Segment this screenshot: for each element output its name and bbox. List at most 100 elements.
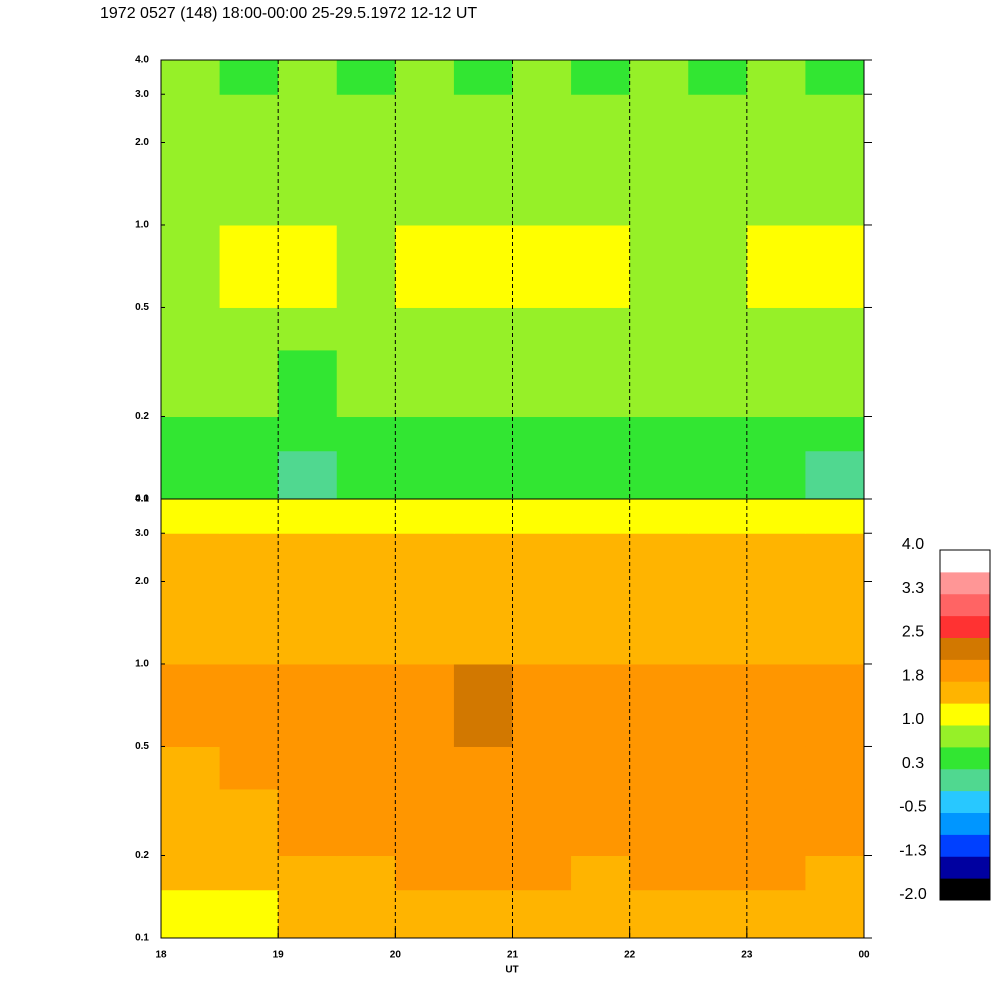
heatmap-cell bbox=[805, 746, 865, 790]
colorbar-band bbox=[940, 571, 990, 595]
heatmap-cell bbox=[629, 533, 689, 582]
y-tick-label: 0.5 bbox=[135, 741, 149, 752]
heatmap-cell bbox=[688, 788, 748, 857]
heatmap-cell bbox=[629, 142, 689, 226]
heatmap-cell bbox=[746, 60, 806, 95]
heatmap-cell bbox=[161, 855, 221, 891]
heatmap-cell bbox=[336, 60, 396, 95]
heatmap-cell bbox=[688, 663, 748, 747]
heatmap-cell bbox=[629, 94, 689, 143]
heatmap-cell bbox=[395, 663, 455, 747]
x-tick-label: 00 bbox=[858, 950, 870, 961]
heatmap-cell bbox=[278, 855, 338, 891]
heatmap-cell bbox=[336, 499, 396, 534]
heatmap-cell bbox=[512, 60, 572, 95]
heatmap-cell bbox=[805, 663, 865, 747]
colorbar-band bbox=[940, 550, 990, 573]
heatmap-cell bbox=[278, 450, 338, 500]
heatmap-cell bbox=[571, 533, 631, 582]
colorbar-band bbox=[940, 856, 990, 879]
heatmap-cell bbox=[688, 746, 748, 790]
heatmap-cell bbox=[512, 746, 572, 790]
heatmap-cell bbox=[571, 450, 631, 500]
heatmap-cell bbox=[161, 307, 221, 351]
heatmap-cell bbox=[746, 855, 806, 891]
heatmap-cell bbox=[629, 499, 689, 534]
x-tick-label: 19 bbox=[273, 950, 285, 961]
heatmap-cell bbox=[512, 450, 572, 500]
colorbar-label: -0.5 bbox=[899, 799, 927, 816]
heatmap-cell bbox=[805, 416, 865, 452]
heatmap-cell bbox=[453, 746, 513, 790]
y-tick-label: 2.0 bbox=[135, 137, 149, 148]
colorbar-label: 2.5 bbox=[902, 624, 924, 641]
heatmap-cell bbox=[629, 855, 689, 891]
heatmap-cell bbox=[336, 349, 396, 418]
heatmap-cell bbox=[629, 60, 689, 95]
heatmap-cell bbox=[219, 499, 279, 534]
heatmap-cell bbox=[219, 746, 279, 790]
heatmap-cell bbox=[512, 533, 572, 582]
heatmap-cell bbox=[746, 450, 806, 500]
heatmap-cell bbox=[629, 224, 689, 308]
heatmap-cell bbox=[161, 746, 221, 790]
y-tick-label: 0.5 bbox=[135, 302, 149, 313]
heatmap-cell bbox=[805, 94, 865, 143]
heatmap-cell bbox=[512, 224, 572, 308]
heatmap-cell bbox=[805, 499, 865, 534]
heatmap-cell bbox=[278, 416, 338, 452]
heatmap-cell bbox=[805, 533, 865, 582]
heatmap-cell bbox=[805, 60, 865, 95]
heatmap-cell bbox=[161, 224, 221, 308]
colorbar-band bbox=[940, 637, 990, 660]
heatmap-cell bbox=[336, 416, 396, 452]
heatmap-cell bbox=[395, 307, 455, 351]
heatmap-cell bbox=[746, 416, 806, 452]
heatmap-cell bbox=[453, 663, 513, 747]
heatmap-cell bbox=[161, 889, 221, 939]
heatmap-cell bbox=[219, 855, 279, 891]
heatmap-cell bbox=[512, 142, 572, 226]
heatmap-cell bbox=[336, 533, 396, 582]
heatmap-cell bbox=[395, 788, 455, 857]
colorbar-band bbox=[940, 812, 990, 835]
heatmap-cell bbox=[219, 349, 279, 418]
heatmap-cell bbox=[805, 581, 865, 665]
y-tick-label: 0.2 bbox=[135, 850, 149, 861]
heatmap-cell bbox=[336, 746, 396, 790]
heatmap-cell bbox=[219, 788, 279, 857]
heatmap-cell bbox=[453, 224, 513, 308]
colorbar-band bbox=[940, 746, 990, 770]
heatmap-cell bbox=[278, 788, 338, 857]
y-tick-label: 3.0 bbox=[135, 89, 149, 100]
heatmap-cell bbox=[571, 746, 631, 790]
y-tick-label: 1.0 bbox=[135, 220, 149, 231]
heatmap-cell bbox=[453, 889, 513, 939]
heatmap-cell bbox=[571, 889, 631, 939]
heatmap-cell bbox=[688, 60, 748, 95]
x-tick-label: 20 bbox=[390, 950, 402, 961]
heatmap-cell bbox=[571, 142, 631, 226]
heatmap-cell bbox=[336, 224, 396, 308]
y-tick-label: 2.0 bbox=[135, 576, 149, 587]
colorbar-band bbox=[940, 615, 990, 638]
y-tick-label: 0.2 bbox=[135, 411, 149, 422]
heatmap-cell bbox=[336, 142, 396, 226]
heatmap-cell bbox=[629, 416, 689, 452]
heatmap-cell bbox=[278, 533, 338, 582]
chart-title: 1972 0527 (148) 18:00-00:00 25-29.5.1972… bbox=[100, 5, 477, 22]
heatmap-cell bbox=[278, 581, 338, 665]
heatmap-cell bbox=[746, 663, 806, 747]
heatmap-cell bbox=[571, 224, 631, 308]
y-tick-label: 4.0 bbox=[135, 55, 149, 66]
heatmap-cell bbox=[161, 94, 221, 143]
y-tick-label: 1.0 bbox=[135, 659, 149, 670]
x-tick-label: 23 bbox=[741, 950, 753, 961]
heatmap-cell bbox=[571, 499, 631, 534]
heatmap-cell bbox=[161, 60, 221, 95]
heatmap-cell bbox=[629, 307, 689, 351]
colorbar-band bbox=[940, 878, 990, 901]
heatmap-cell bbox=[161, 416, 221, 452]
y-tick-label: 3.0 bbox=[135, 528, 149, 539]
heatmap-cell bbox=[629, 349, 689, 418]
